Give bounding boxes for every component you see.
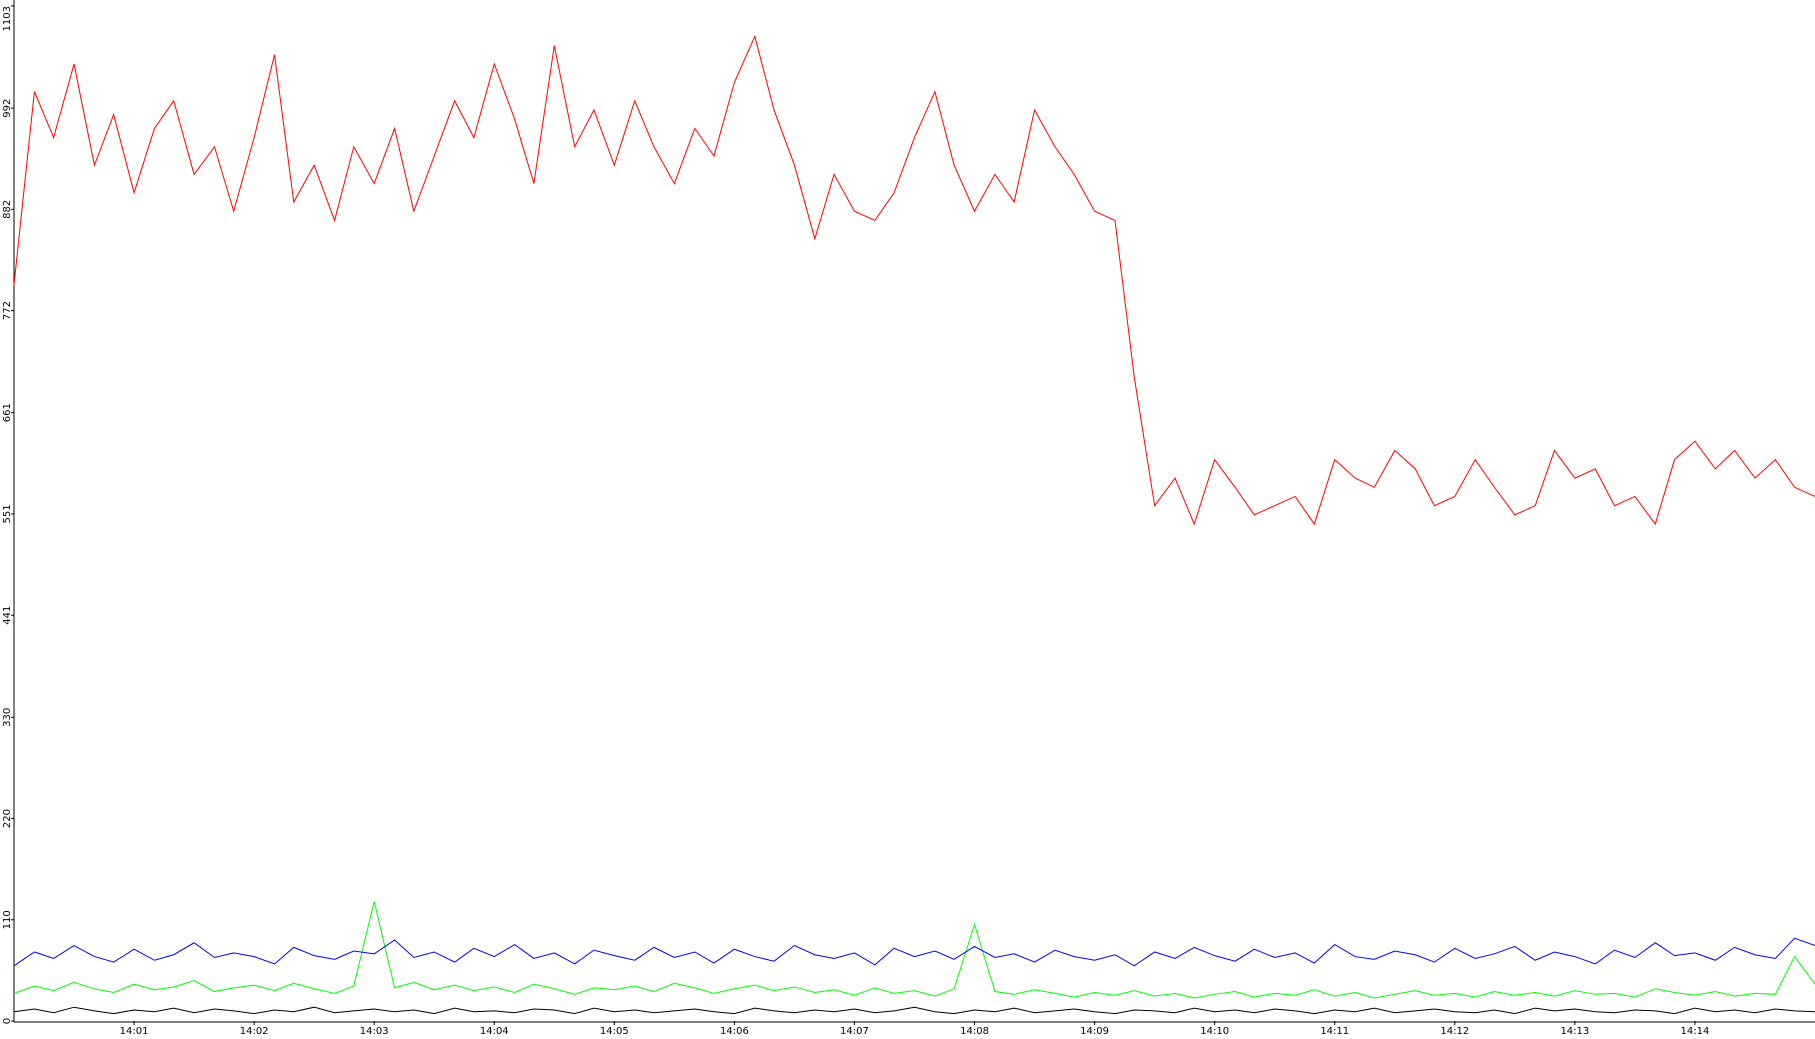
y-tick-label: 441: [2, 606, 13, 625]
x-tick-label: 14:12: [1440, 1026, 1469, 1037]
series-line: [13, 1006, 1815, 1015]
x-tick-label: 14:02: [240, 1026, 269, 1037]
y-tick-label: 110: [2, 910, 13, 929]
y-tick-label: 330: [2, 708, 13, 727]
y-tick-label: 882: [2, 200, 13, 219]
y-tick-label: 661: [2, 403, 13, 422]
y-tick-label: 992: [2, 99, 13, 118]
y-tick-label: 772: [2, 301, 13, 320]
x-tick-label: 14:10: [1200, 1026, 1229, 1037]
series-line: [13, 34, 1815, 526]
x-tick-label: 14:01: [120, 1026, 149, 1037]
x-tick-label: 14:13: [1560, 1026, 1589, 1037]
x-tick-label: 14:14: [1681, 1026, 1710, 1037]
x-tick-label: 14:09: [1080, 1026, 1109, 1037]
y-tick-label: 1103: [2, 6, 13, 31]
x-tick-label: 14:04: [480, 1026, 509, 1037]
x-tick-label: 14:03: [360, 1026, 389, 1037]
y-tick-label: 551: [2, 504, 13, 523]
x-tick-label: 14:07: [840, 1026, 869, 1037]
y-tick-label: 220: [2, 809, 13, 828]
x-tick-label: 14:06: [720, 1026, 749, 1037]
x-tick-label: 14:08: [960, 1026, 989, 1037]
x-tick-label: 14:11: [1320, 1026, 1349, 1037]
x-tick-label: 14:05: [600, 1026, 629, 1037]
series-line: [13, 937, 1815, 967]
y-tick-label: 0: [2, 1018, 13, 1024]
series-line: [13, 901, 1815, 999]
